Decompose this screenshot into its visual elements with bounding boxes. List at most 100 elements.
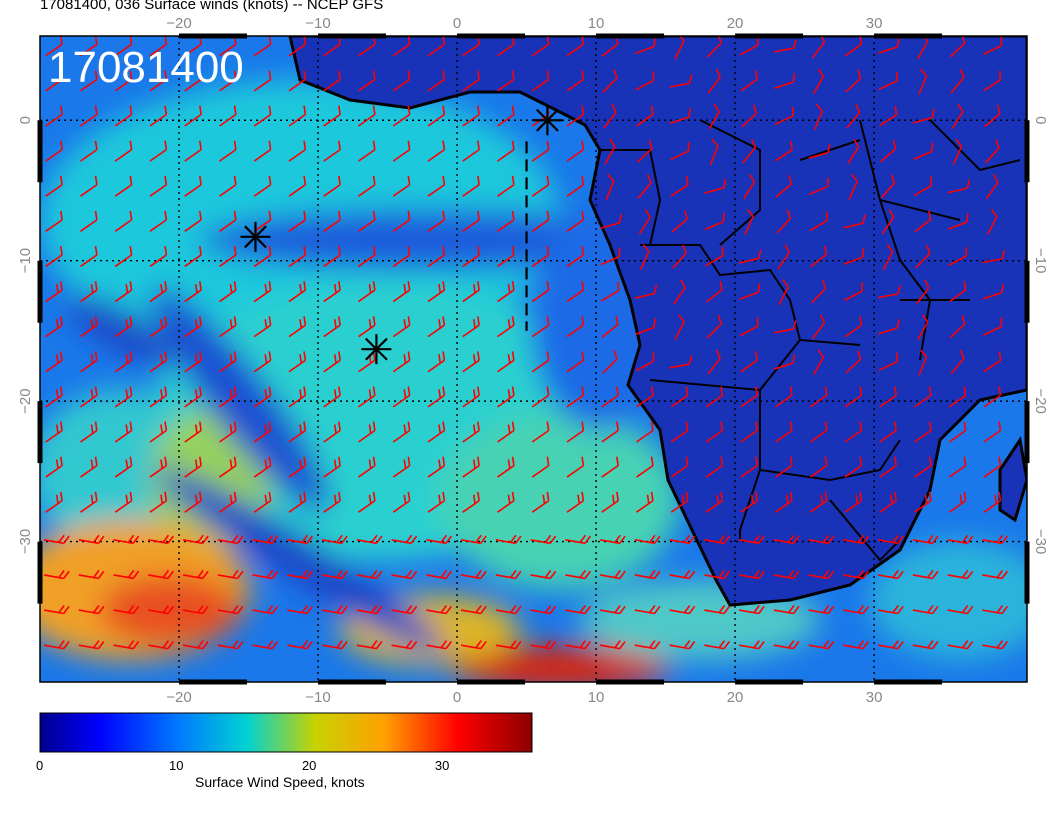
- wind-barb: [811, 314, 826, 340]
- wind-barb: [948, 491, 967, 513]
- wind-barb: [78, 534, 105, 545]
- wind-barb: [80, 210, 98, 232]
- wind-barb: [288, 491, 307, 513]
- wind-barb: [358, 245, 376, 268]
- wind-barb: [879, 421, 897, 443]
- wind-barb: [669, 74, 693, 88]
- wind-barb: [638, 209, 651, 235]
- wind-barb: [739, 249, 762, 264]
- wind-barb: [601, 386, 619, 408]
- wind-barb: [773, 569, 800, 580]
- wind-barb: [253, 105, 272, 127]
- wind-barb: [45, 245, 63, 268]
- wind-barb: [358, 210, 376, 232]
- wind-barb: [947, 213, 969, 230]
- wind-barb: [844, 456, 863, 478]
- wind-barb: [253, 386, 272, 408]
- wind-barb: [846, 104, 861, 129]
- wind-barb: [45, 316, 63, 338]
- wind-barb: [531, 245, 550, 268]
- wind-barb: [392, 386, 411, 408]
- lon-label-bottom: 20: [727, 689, 744, 706]
- wind-barb: [219, 421, 237, 443]
- wind-barb: [392, 175, 411, 197]
- wind-barb: [287, 604, 313, 615]
- wind-barb: [912, 534, 939, 545]
- lon-label-top: 30: [866, 15, 883, 32]
- wind-barb: [530, 534, 557, 545]
- wind-barb: [114, 281, 133, 303]
- wind-barb: [43, 569, 70, 580]
- wind-barb: [674, 314, 685, 341]
- wind-barb: [951, 103, 964, 130]
- wind-barb: [984, 104, 1001, 128]
- lon-label-top: 10: [588, 15, 605, 32]
- wind-barb: [321, 604, 348, 615]
- wind-barb: [253, 351, 272, 373]
- wind-barb: [80, 70, 98, 92]
- wind-barb: [495, 534, 522, 545]
- wind-barb: [952, 138, 963, 165]
- wind-barb: [605, 173, 615, 201]
- wind-barb: [358, 386, 376, 408]
- wind-barb: [182, 640, 209, 650]
- wind-barb: [392, 456, 411, 478]
- wind-barb: [947, 569, 974, 580]
- wind-barb: [114, 456, 133, 478]
- wind-barb: [497, 316, 515, 338]
- wind-barb: [462, 245, 480, 268]
- wind-barb: [982, 283, 1004, 300]
- wind-barb: [114, 491, 133, 513]
- wind-barb: [45, 175, 63, 197]
- wind-barb: [566, 175, 585, 197]
- wind-barb: [495, 640, 522, 650]
- wind-barb: [705, 386, 724, 408]
- wind-barb: [288, 456, 307, 478]
- wind-barb: [740, 456, 758, 478]
- wind-barb: [45, 351, 63, 373]
- wind-barb: [670, 421, 689, 443]
- wind-barb: [635, 71, 655, 91]
- wind-barb: [530, 569, 557, 580]
- wind-barb: [918, 349, 928, 376]
- colorbar: [39, 712, 533, 753]
- wind-barb: [252, 569, 279, 580]
- wind-barb: [114, 351, 133, 373]
- wind-barb: [323, 351, 341, 373]
- wind-barb: [462, 421, 480, 443]
- wind-barb: [427, 316, 446, 338]
- wind-barb: [843, 214, 866, 229]
- wind-barb: [531, 36, 550, 57]
- wind-barb: [950, 349, 965, 375]
- wind-barb: [600, 213, 623, 230]
- wind-barb: [323, 175, 341, 197]
- lat-label-left: −20: [17, 388, 34, 413]
- wind-barb: [636, 491, 654, 513]
- wind-barb: [775, 491, 793, 513]
- wind-barb: [149, 105, 168, 127]
- wind-barb: [288, 245, 307, 268]
- wind-barb: [462, 491, 480, 513]
- wind-barb: [497, 105, 515, 127]
- wind-barb: [565, 534, 592, 545]
- wind-barb: [845, 350, 862, 374]
- wind-barb: [427, 456, 446, 478]
- wind-barb: [877, 569, 904, 580]
- wind-barb: [427, 140, 446, 162]
- wind-barb: [252, 604, 279, 615]
- lon-label-bottom: −10: [305, 689, 330, 706]
- wind-barb: [358, 456, 376, 478]
- wind-barb: [634, 569, 661, 580]
- wind-barb: [287, 569, 313, 580]
- wind-barb: [983, 421, 1002, 443]
- wind-barb: [600, 281, 620, 302]
- wind-barb: [358, 70, 376, 92]
- wind-barb: [565, 569, 592, 580]
- wind-barb: [773, 320, 797, 334]
- wind-barb: [426, 569, 453, 580]
- wind-barb: [912, 640, 939, 650]
- wind-barb: [599, 640, 626, 650]
- lon-label-top: 20: [727, 15, 744, 32]
- wind-barb: [948, 386, 967, 408]
- wind-barb: [634, 640, 661, 650]
